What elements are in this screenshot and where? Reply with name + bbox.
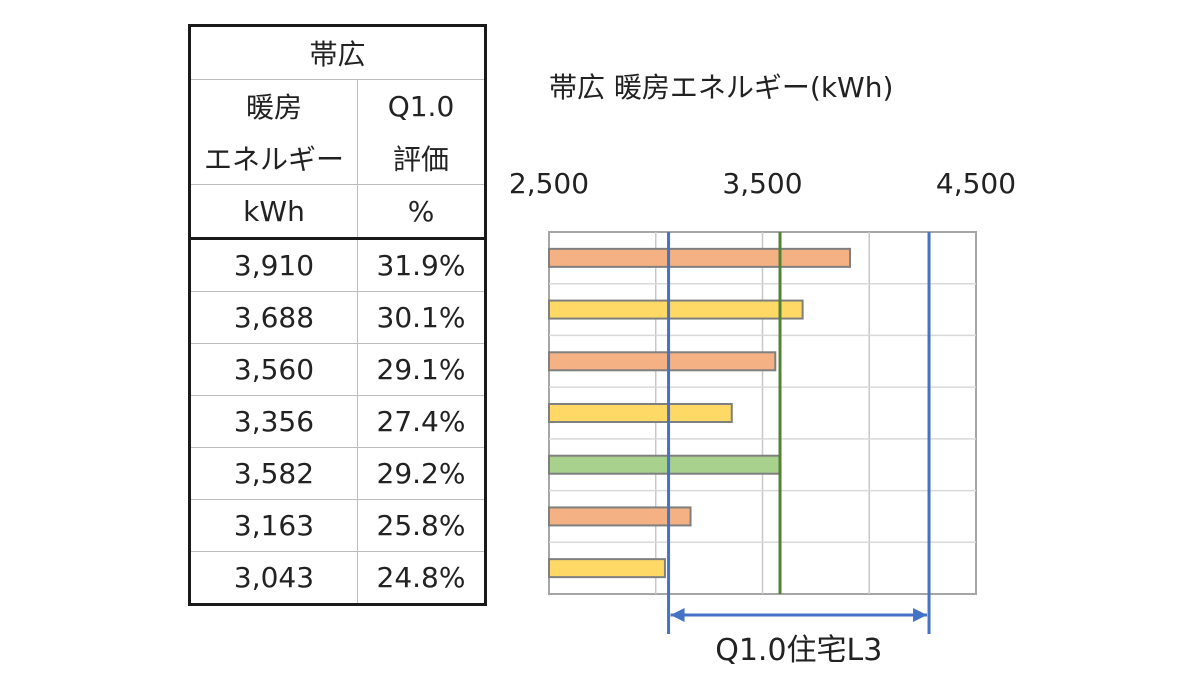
energy-cell: 3,910: [189, 238, 358, 292]
bar: [548, 558, 666, 579]
table-row: 3,688 30.1%: [189, 291, 486, 344]
bar: [548, 247, 852, 268]
table-row: 3,560 29.1%: [189, 343, 486, 396]
energy-table: 帯広 暖房 Q1.0 エネルギー 評価 kWh % 3,910 31.9% 3,…: [188, 24, 487, 606]
table-location-header: 帯広: [189, 25, 486, 80]
bar: [548, 454, 782, 475]
energy-cell: 3,688: [189, 291, 358, 344]
bar: [548, 351, 777, 372]
rating-cell: 24.8%: [357, 551, 486, 605]
x-tick-label: 4,500: [936, 167, 1016, 200]
table-row: 3,582 29.2%: [189, 447, 486, 500]
col2-header-unit: %: [357, 184, 486, 240]
table-row: 3,356 27.4%: [189, 395, 486, 448]
energy-cell: 3,043: [189, 551, 358, 605]
x-tick-label: 3,500: [722, 167, 802, 200]
table-row: 3,043 24.8%: [189, 551, 486, 605]
bar: [548, 506, 692, 527]
bar: [548, 403, 733, 423]
rating-cell: 29.1%: [357, 343, 486, 396]
energy-cell: 3,356: [189, 395, 358, 448]
col2-header-line1: Q1.0: [357, 79, 486, 132]
rating-cell: 25.8%: [357, 499, 486, 552]
table-row: 3,910 31.9%: [189, 238, 486, 292]
bar: [548, 299, 804, 320]
rating-cell: 29.2%: [357, 447, 486, 500]
range-arrow-head-left: [670, 608, 685, 622]
range-arrow-head-right: [913, 608, 928, 622]
rating-cell: 30.1%: [357, 291, 486, 344]
col1-header-unit: kWh: [189, 184, 358, 240]
x-tick-label: 2,500: [509, 167, 589, 200]
energy-cell: 3,582: [189, 447, 358, 500]
energy-cell: 3,163: [189, 499, 358, 552]
rating-cell: 27.4%: [357, 395, 486, 448]
col1-header-line1: 暖房: [189, 79, 358, 132]
energy-cell: 3,560: [189, 343, 358, 396]
rating-cell: 31.9%: [357, 238, 486, 292]
table-row: 3,163 25.8%: [189, 499, 486, 552]
range-label: Q1.0住宅L3: [715, 633, 882, 668]
chart-title: 帯広 暖房エネルギー(kWh): [549, 71, 894, 104]
